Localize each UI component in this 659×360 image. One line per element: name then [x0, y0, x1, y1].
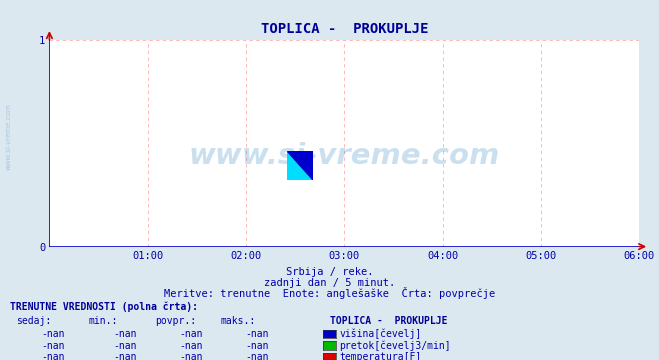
- Title: TOPLICA -  PROKUPLJE: TOPLICA - PROKUPLJE: [260, 22, 428, 36]
- Text: pretok[čevelj3/min]: pretok[čevelj3/min]: [339, 340, 451, 351]
- Text: TRENUTNE VREDNOSTI (polna črta):: TRENUTNE VREDNOSTI (polna črta):: [10, 301, 198, 312]
- Text: -nan: -nan: [113, 352, 137, 360]
- Text: -nan: -nan: [113, 329, 137, 339]
- Polygon shape: [287, 151, 313, 180]
- Text: -nan: -nan: [245, 341, 269, 351]
- Text: www.si-vreme.com: www.si-vreme.com: [5, 103, 11, 170]
- Text: -nan: -nan: [179, 329, 203, 339]
- Text: maks.:: maks.:: [221, 316, 256, 326]
- Text: www.si-vreme.com: www.si-vreme.com: [188, 141, 500, 170]
- Text: -nan: -nan: [41, 341, 65, 351]
- Text: TOPLICA -  PROKUPLJE: TOPLICA - PROKUPLJE: [330, 316, 447, 326]
- Text: Srbija / reke.: Srbija / reke.: [286, 267, 373, 277]
- Text: -nan: -nan: [245, 352, 269, 360]
- Text: zadnji dan / 5 minut.: zadnji dan / 5 minut.: [264, 278, 395, 288]
- Text: Meritve: trenutne  Enote: anglešaške  Črta: povprečje: Meritve: trenutne Enote: anglešaške Črta…: [164, 287, 495, 300]
- Text: -nan: -nan: [41, 352, 65, 360]
- Text: povpr.:: povpr.:: [155, 316, 196, 326]
- Polygon shape: [287, 151, 313, 180]
- Text: -nan: -nan: [179, 341, 203, 351]
- Text: -nan: -nan: [41, 329, 65, 339]
- Text: sedaj:: sedaj:: [16, 316, 51, 326]
- Text: -nan: -nan: [179, 352, 203, 360]
- Text: -nan: -nan: [245, 329, 269, 339]
- Text: -nan: -nan: [113, 341, 137, 351]
- Text: temperatura[F]: temperatura[F]: [339, 352, 422, 360]
- Text: min.:: min.:: [89, 316, 119, 326]
- Text: višina[čevelj]: višina[čevelj]: [339, 329, 422, 339]
